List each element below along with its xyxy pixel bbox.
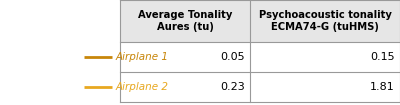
Bar [250,0,400,42]
Text: Psychoacoustic tonality
ECMA74-G (tuHMS): Psychoacoustic tonality ECMA74-G (tuHMS) [258,10,392,32]
Text: 0.15: 0.15 [370,52,395,62]
Text: Airplane 1: Airplane 1 [116,52,169,62]
Bar [120,0,250,42]
Text: 0.05: 0.05 [220,52,245,62]
Text: 1.81: 1.81 [370,82,395,92]
Bar [250,42,400,72]
Bar [120,42,250,72]
Bar [250,72,400,102]
Text: 0.23: 0.23 [220,82,245,92]
Text: Airplane 2: Airplane 2 [116,82,169,92]
Text: Average Tonality
Aures (tu): Average Tonality Aures (tu) [138,10,232,32]
Bar [120,72,250,102]
